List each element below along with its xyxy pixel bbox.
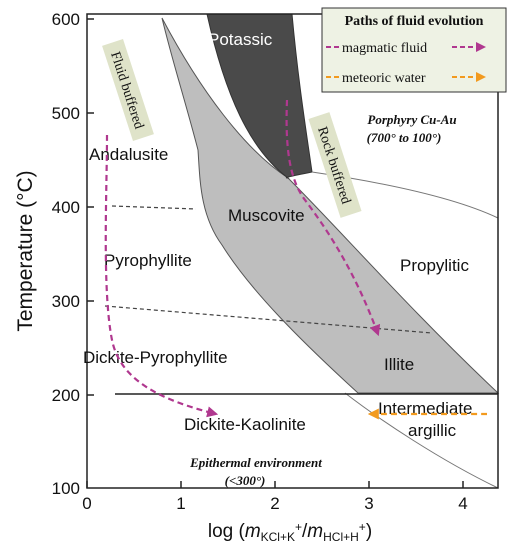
y-ticks bbox=[87, 18, 94, 396]
andalusite-boundary bbox=[111, 205, 197, 210]
legend-box bbox=[321, 7, 507, 93]
legend-magmatic-label: magmatic fluid bbox=[342, 41, 427, 56]
label-dickite-pyrophyllite: Dickite-Pyrophyllite bbox=[83, 348, 228, 367]
legend: Paths of fluid evolution magmatic fluid … bbox=[321, 7, 507, 93]
y-tick-200: 200 bbox=[52, 386, 80, 405]
label-propylitic: Propylitic bbox=[400, 256, 469, 275]
label-porphyry: Porphyry Cu-Au bbox=[367, 112, 456, 127]
x-tick-1: 1 bbox=[176, 494, 185, 513]
legend-title: Paths of fluid evolution bbox=[345, 14, 484, 29]
label-muscovite: Muscovite bbox=[228, 206, 305, 225]
argillic-boundary bbox=[344, 392, 499, 489]
y-tick-500: 500 bbox=[52, 104, 80, 123]
x-tick-2: 2 bbox=[270, 494, 279, 513]
fluid-buffered-box: Fluid buffered bbox=[102, 39, 154, 141]
magmatic-fluid-path-right bbox=[285, 99, 381, 337]
legend-meteoric-label: meteoric water bbox=[342, 71, 426, 86]
plot-frame bbox=[86, 13, 499, 489]
x-tick-0: 0 bbox=[82, 494, 91, 513]
x-axis-title: log (mKCl+K+/mHCl+H+) bbox=[208, 520, 372, 544]
label-epithermal-range: (<300°) bbox=[225, 473, 266, 488]
y-tick-300: 300 bbox=[52, 292, 80, 311]
y-tick-400: 400 bbox=[52, 198, 80, 217]
label-dickite-kaolinite: Dickite-Kaolinite bbox=[184, 415, 306, 434]
label-porphyry-range: (700° to 100°) bbox=[367, 130, 442, 145]
label-illite: Illite bbox=[384, 355, 414, 374]
label-epithermal: Epithermal environment bbox=[189, 455, 322, 470]
rock-buffered-box: Rock buffered bbox=[308, 112, 362, 218]
label-potassic: Potassic bbox=[208, 30, 273, 49]
label-pyrophyllite: Pyrophyllite bbox=[104, 251, 192, 270]
x-tick-4: 4 bbox=[458, 494, 467, 513]
label-andalusite: Andalusite bbox=[89, 145, 168, 164]
x-ticks bbox=[86, 481, 464, 488]
y-tick-600: 600 bbox=[52, 10, 80, 29]
x-tick-3: 3 bbox=[364, 494, 373, 513]
label-argillic: argillic bbox=[408, 421, 457, 440]
magmatic-fluid-path-left bbox=[104, 134, 219, 418]
potassic-field bbox=[206, 13, 313, 179]
y-axis-title: Temperature (°C) bbox=[14, 170, 37, 331]
y-tick-100: 100 bbox=[52, 479, 80, 498]
label-intermediate: Intermediate bbox=[378, 399, 473, 418]
muscovite-illite-field bbox=[161, 17, 500, 394]
